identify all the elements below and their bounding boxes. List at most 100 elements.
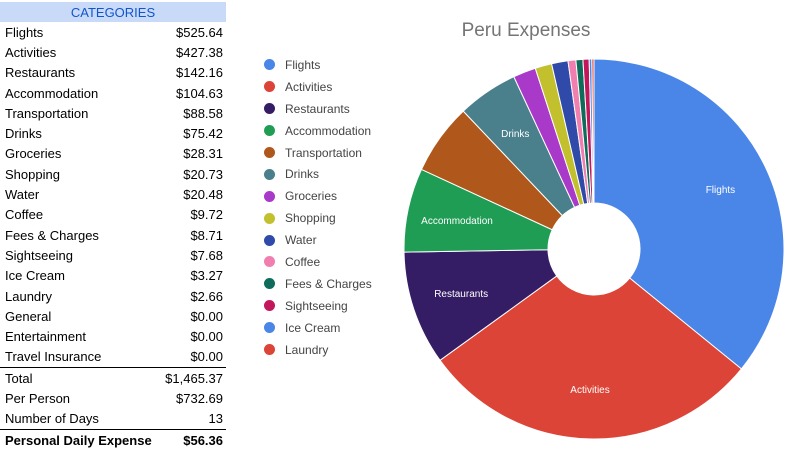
legend-swatch bbox=[264, 168, 275, 180]
summary-row: Per Person $732.69 bbox=[0, 388, 226, 408]
category-row: Fees & Charges $8.71 bbox=[0, 225, 226, 245]
category-row-label[interactable]: Drinks bbox=[5, 126, 42, 142]
summary-row-label[interactable]: Total bbox=[0, 367, 159, 389]
category-row-label[interactable]: Coffee bbox=[5, 207, 44, 223]
legend-swatch bbox=[264, 125, 275, 137]
summary-row-label[interactable]: Number of Days bbox=[5, 411, 99, 427]
legend-swatch bbox=[264, 256, 275, 268]
pie-slice-label: Restaurants bbox=[434, 289, 488, 300]
category-row-label[interactable]: Shopping bbox=[5, 166, 60, 182]
pie-slice-label: Flights bbox=[706, 185, 735, 196]
category-row-label[interactable]: Transportation bbox=[5, 105, 89, 121]
category-row-label[interactable]: Activities bbox=[5, 44, 57, 60]
summary-row-value[interactable]: $1,465.37 bbox=[158, 367, 226, 389]
category-row-value[interactable]: $104.63 bbox=[176, 85, 223, 101]
pie-slice-label: Accommodation bbox=[421, 216, 493, 227]
legend-item[interactable]: Laundry bbox=[264, 339, 372, 361]
pie-slice[interactable] bbox=[591, 58, 595, 204]
category-row-label[interactable]: Ice Cream bbox=[5, 268, 65, 284]
legend-item[interactable]: Restaurants bbox=[264, 98, 372, 120]
category-row-value[interactable]: $3.27 bbox=[190, 268, 223, 284]
legend-swatch bbox=[264, 59, 275, 71]
category-row-value[interactable]: $20.73 bbox=[183, 166, 223, 182]
legend-label: Shopping bbox=[285, 211, 336, 226]
category-row-value[interactable]: $88.58 bbox=[183, 105, 223, 121]
legend-swatch bbox=[264, 190, 275, 202]
legend-item[interactable]: Water bbox=[264, 229, 372, 251]
legend-label: Drinks bbox=[285, 167, 320, 182]
category-row-value[interactable]: $75.42 bbox=[183, 126, 223, 142]
chart-legend: Flights Activities Restaurants Accommodatio… bbox=[264, 54, 372, 360]
legend-swatch bbox=[264, 212, 275, 224]
daily-expense-row-value[interactable]: $56.36 bbox=[158, 428, 226, 451]
category-row: Flights $525.64 bbox=[0, 22, 226, 42]
categories-table: CATEGORIES Flights $525.64 Activities $427.… bbox=[0, 2, 226, 451]
legend-item[interactable]: Groceries bbox=[264, 185, 372, 207]
daily-expense-row: Personal Daily Expense $56.36 bbox=[0, 428, 226, 451]
summary-row: Total $1,465.37 bbox=[0, 367, 226, 389]
category-row-value[interactable]: $8.71 bbox=[190, 227, 223, 243]
legend-label: Laundry bbox=[285, 342, 329, 357]
table-header[interactable]: CATEGORIES bbox=[0, 2, 226, 22]
category-row-value[interactable]: $525.64 bbox=[176, 24, 223, 40]
legend-item[interactable]: Activities bbox=[264, 76, 372, 98]
category-row: Laundry $2.66 bbox=[0, 286, 226, 306]
category-row: Coffee $9.72 bbox=[0, 205, 226, 225]
category-row-label[interactable]: Water bbox=[5, 187, 40, 203]
pie-slice[interactable] bbox=[439, 275, 743, 440]
category-row-value[interactable]: $427.38 bbox=[176, 44, 223, 60]
category-row: Accommodation $104.63 bbox=[0, 83, 226, 103]
category-row-label[interactable]: General bbox=[5, 308, 52, 324]
legend-swatch bbox=[264, 147, 275, 158]
category-row-value[interactable]: $0.00 bbox=[190, 349, 223, 365]
category-row-value[interactable]: $28.31 bbox=[183, 146, 223, 162]
category-row-label[interactable]: Accommodation bbox=[5, 85, 99, 101]
category-row-value[interactable]: $2.66 bbox=[190, 288, 223, 304]
summary-row-value[interactable]: 13 bbox=[208, 411, 223, 427]
legend-item[interactable]: Fees & Charges bbox=[264, 273, 372, 295]
legend-label: Flights bbox=[285, 57, 321, 72]
legend-label: Ice Cream bbox=[285, 320, 341, 335]
category-row-value[interactable]: $7.68 bbox=[190, 247, 223, 263]
legend-item[interactable]: Sightseeing bbox=[264, 295, 372, 317]
legend-item[interactable]: Coffee bbox=[264, 251, 372, 273]
legend-swatch bbox=[264, 81, 275, 93]
category-row-label[interactable]: Laundry bbox=[5, 288, 52, 304]
category-row-value[interactable]: $20.48 bbox=[183, 187, 223, 203]
category-row-label[interactable]: Restaurants bbox=[5, 65, 76, 81]
category-row: Ice Cream $3.27 bbox=[0, 266, 226, 286]
legend-label: Sightseeing bbox=[285, 298, 348, 313]
legend-item[interactable]: Ice Cream bbox=[264, 317, 372, 339]
pie-slice[interactable] bbox=[403, 249, 558, 362]
category-row-label[interactable]: Sightseeing bbox=[5, 247, 73, 263]
category-row: Restaurants $142.16 bbox=[0, 63, 226, 83]
legend-label: Accommodation bbox=[285, 123, 372, 138]
category-row-value[interactable]: $142.16 bbox=[176, 65, 223, 81]
category-row-value[interactable]: $9.72 bbox=[190, 207, 223, 223]
category-row-label[interactable]: Entertainment bbox=[5, 329, 86, 345]
table-header-row: CATEGORIES bbox=[0, 2, 226, 22]
category-row-label[interactable]: Flights bbox=[5, 24, 44, 40]
summary-row-label[interactable]: Per Person bbox=[5, 390, 71, 406]
legend-item[interactable]: Accommodation bbox=[264, 120, 372, 142]
category-row-value[interactable]: $0.00 bbox=[190, 329, 223, 345]
daily-expense-row-label[interactable]: Personal Daily Expense bbox=[0, 428, 159, 451]
category-row-label[interactable]: Travel Insurance bbox=[5, 349, 102, 365]
category-row-value[interactable]: $0.00 bbox=[190, 308, 223, 324]
legend-swatch bbox=[264, 344, 275, 356]
category-row-label[interactable]: Fees & Charges bbox=[5, 227, 99, 243]
legend-swatch bbox=[264, 234, 275, 246]
legend-item[interactable]: Flights bbox=[264, 54, 372, 76]
categories-table-body: CATEGORIES Flights $525.64 Activities $427.… bbox=[0, 2, 226, 451]
summary-row: Number of Days 13 bbox=[0, 409, 226, 430]
pie-slice-label: Drinks bbox=[501, 129, 529, 140]
chart-title: Peru Expenses bbox=[461, 20, 591, 41]
pie-slice[interactable] bbox=[593, 58, 785, 370]
legend-item[interactable]: Transportation bbox=[264, 142, 372, 164]
legend-item[interactable]: Shopping bbox=[264, 207, 372, 229]
legend-label: Groceries bbox=[285, 189, 338, 204]
category-row-label[interactable]: Groceries bbox=[5, 146, 62, 162]
legend-item[interactable]: Drinks bbox=[264, 163, 372, 185]
summary-row-value[interactable]: $732.69 bbox=[176, 390, 223, 406]
